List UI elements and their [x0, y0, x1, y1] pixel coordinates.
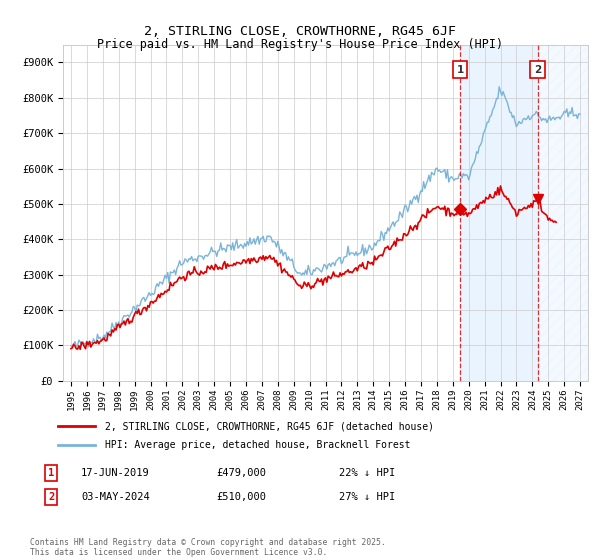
Text: 27% ↓ HPI: 27% ↓ HPI	[339, 492, 395, 502]
Bar	[460, 45, 538, 381]
Bar	[538, 45, 588, 381]
Text: 2, STIRLING CLOSE, CROWTHORNE, RG45 6JF: 2, STIRLING CLOSE, CROWTHORNE, RG45 6JF	[144, 25, 456, 38]
Text: 17-JUN-2019: 17-JUN-2019	[81, 468, 150, 478]
Text: 2, STIRLING CLOSE, CROWTHORNE, RG45 6JF (detached house): 2, STIRLING CLOSE, CROWTHORNE, RG45 6JF …	[106, 421, 434, 431]
Text: 03-MAY-2024: 03-MAY-2024	[81, 492, 150, 502]
Text: Contains HM Land Registry data © Crown copyright and database right 2025.
This d: Contains HM Land Registry data © Crown c…	[30, 538, 386, 557]
Text: 1: 1	[457, 64, 464, 74]
Text: 22% ↓ HPI: 22% ↓ HPI	[339, 468, 395, 478]
Text: 1: 1	[48, 468, 54, 478]
Text: Price paid vs. HM Land Registry's House Price Index (HPI): Price paid vs. HM Land Registry's House …	[97, 38, 503, 50]
Text: 2: 2	[48, 492, 54, 502]
Text: £479,000: £479,000	[216, 468, 266, 478]
Text: 2: 2	[534, 64, 541, 74]
Text: £510,000: £510,000	[216, 492, 266, 502]
Text: HPI: Average price, detached house, Bracknell Forest: HPI: Average price, detached house, Brac…	[106, 440, 411, 450]
